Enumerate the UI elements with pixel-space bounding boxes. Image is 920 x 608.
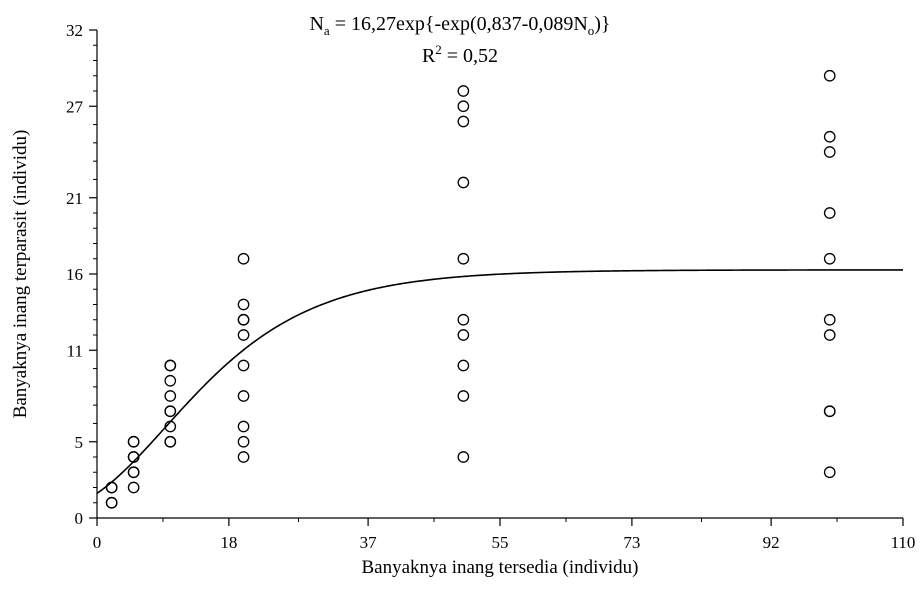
x-tick-label: 73 — [623, 533, 640, 552]
data-point-marker — [457, 313, 470, 326]
eq-prefix: N — [309, 13, 323, 35]
y-tick-label: 27 — [66, 97, 84, 116]
x-tick-label: 55 — [492, 533, 509, 552]
data-point-marker — [237, 313, 250, 326]
data-point-marker — [237, 329, 250, 341]
r2-superscript: 2 — [435, 42, 442, 57]
y-axis-label: Banyaknya inang terparasit (individu) — [10, 130, 31, 419]
y-tick-label: 21 — [66, 189, 83, 208]
data-point-marker — [457, 329, 470, 341]
y-tick-label: 16 — [66, 265, 83, 284]
y-tick-label: 11 — [67, 341, 83, 360]
data-points-layer — [105, 69, 836, 509]
data-point-marker — [127, 435, 140, 448]
data-point-marker — [823, 207, 836, 219]
data-point-marker — [457, 176, 470, 189]
eq-suffix: )} — [594, 13, 610, 35]
axis-ticks: 0 18 37 55 73 92 110 0 5 11 16 21 27 32 — [66, 21, 915, 552]
data-point-marker — [164, 420, 177, 433]
data-point-marker — [457, 115, 470, 128]
x-tick-label: 92 — [763, 533, 780, 552]
x-axis-label: Banyaknya inang tersedia (individu) — [361, 557, 638, 578]
data-point-marker — [237, 252, 250, 265]
data-point-marker — [105, 481, 118, 494]
eq-middle: = 16,27exp{-exp(0,837-0,089N — [330, 13, 588, 35]
data-point-marker — [823, 130, 836, 143]
data-point-marker — [237, 390, 250, 402]
y-tick-label: 0 — [75, 509, 84, 528]
data-point-marker — [237, 420, 250, 433]
x-tick-label: 18 — [220, 533, 237, 552]
data-point-marker — [823, 329, 836, 341]
data-point-marker — [457, 390, 470, 402]
x-tick-label: 110 — [891, 533, 916, 552]
x-tick-label: 37 — [360, 533, 378, 552]
data-point-marker — [823, 69, 836, 82]
data-point-marker — [127, 466, 140, 479]
data-point-marker — [823, 405, 836, 418]
fit-curve-layer — [96, 269, 904, 495]
data-point-marker — [823, 146, 836, 158]
r2-value: = 0,52 — [442, 45, 498, 67]
data-point-marker — [164, 435, 177, 448]
r-squared: R2 = 0,52 — [422, 42, 498, 67]
x-tick-label: 0 — [93, 533, 102, 552]
data-point-marker — [457, 451, 470, 463]
data-point-marker — [164, 359, 177, 372]
data-point-marker — [457, 252, 470, 265]
r2-prefix: R — [422, 45, 436, 67]
data-point-marker — [164, 390, 177, 402]
data-point-marker — [237, 451, 250, 463]
eq-subscript-a: a — [324, 23, 330, 38]
fit-equation: Na = 16,27exp{-exp(0,837-0,089No)} — [309, 13, 610, 38]
data-point-marker — [457, 359, 470, 372]
data-point-marker — [237, 359, 250, 372]
fit-curve-line — [96, 269, 904, 495]
data-point-marker — [823, 252, 836, 265]
data-point-marker — [237, 435, 250, 448]
y-tick-label: 32 — [66, 21, 83, 40]
data-point-marker — [237, 298, 250, 311]
data-point-marker — [823, 313, 836, 326]
data-point-marker — [127, 481, 140, 494]
data-point-marker — [457, 100, 470, 113]
data-point-marker — [105, 496, 118, 509]
data-point-marker — [164, 405, 177, 418]
data-point-marker — [823, 466, 836, 479]
data-point-marker — [457, 85, 470, 97]
y-tick-label: 5 — [75, 433, 84, 452]
data-point-marker — [127, 451, 140, 463]
eq-subscript-o: o — [588, 23, 595, 38]
data-point-marker — [164, 374, 177, 387]
